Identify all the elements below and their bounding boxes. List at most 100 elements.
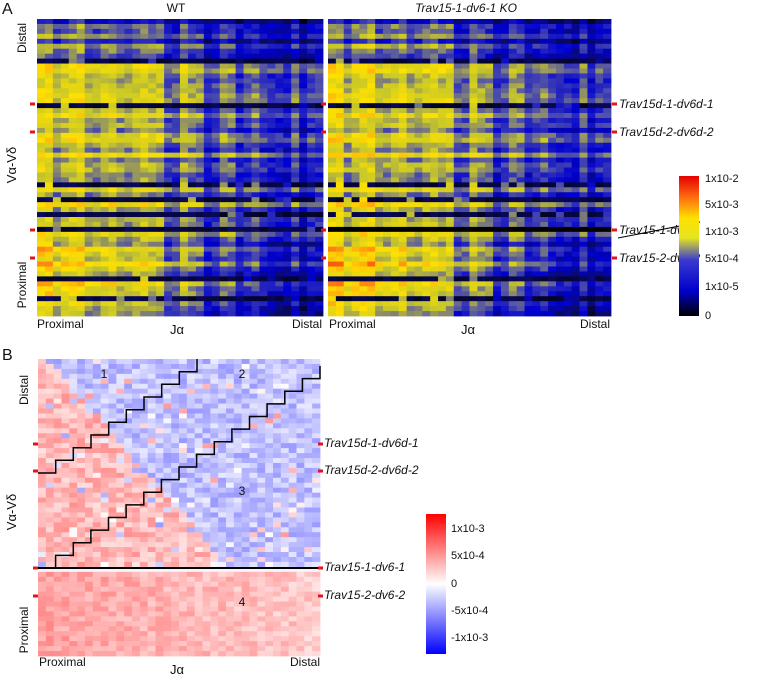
wt-cell	[124, 133, 132, 138]
wt-cell	[180, 78, 188, 83]
wt-cell	[252, 118, 260, 123]
diff-cell	[116, 409, 124, 414]
ko-cell	[540, 163, 548, 168]
ko-cell	[391, 158, 399, 163]
ko-cell	[352, 78, 360, 83]
diff-cell	[257, 374, 265, 379]
ko-cell	[328, 257, 336, 262]
ko-cell	[532, 83, 540, 88]
wt-cell	[275, 78, 283, 83]
wt-cell	[275, 29, 283, 34]
ko-cell	[477, 108, 485, 113]
wt-cell	[37, 19, 45, 24]
ko-cell	[485, 197, 493, 202]
wt-cell	[148, 291, 156, 296]
wt-cell	[228, 103, 236, 108]
wt-cell	[204, 88, 212, 93]
ko-cell	[525, 163, 533, 168]
wt-cell	[85, 301, 93, 306]
ko-cell	[470, 103, 478, 108]
ko-cell	[595, 73, 603, 78]
wt-cell	[172, 64, 180, 69]
wt-cell	[77, 262, 85, 267]
wt-cell	[132, 286, 140, 291]
ko-cell	[430, 128, 438, 133]
wt-cell	[188, 177, 196, 182]
wt-cell	[180, 271, 188, 276]
ko-cell	[462, 78, 470, 83]
ko-cell	[383, 78, 391, 83]
ko-cell	[493, 276, 501, 281]
ko-cell	[391, 153, 399, 158]
ko-cell	[572, 39, 580, 44]
wt-cell	[283, 143, 291, 148]
ko-cell	[391, 44, 399, 49]
wt-cell	[156, 113, 164, 118]
ko-cell	[454, 291, 462, 296]
wt-cell	[267, 113, 275, 118]
diff-cell	[250, 409, 258, 414]
wt-cell	[148, 148, 156, 153]
diff-cell	[265, 443, 273, 448]
diff-cell	[257, 369, 265, 374]
ko-cell	[572, 103, 580, 108]
diff-cell	[289, 418, 297, 423]
wt-cell	[307, 138, 315, 143]
ko-cell	[383, 202, 391, 207]
ko-cell	[556, 73, 564, 78]
wt-cell	[196, 153, 204, 158]
ko-cell	[399, 133, 407, 138]
wt-cell	[283, 93, 291, 98]
wt-cell	[93, 78, 101, 83]
wt-cell	[61, 108, 69, 113]
diff-cell	[257, 404, 265, 409]
ko-cell	[430, 172, 438, 177]
wt-cell	[259, 197, 267, 202]
ko-cell	[556, 311, 564, 316]
wt-cell	[140, 311, 148, 316]
wt-cell	[77, 148, 85, 153]
ko-cell	[564, 257, 572, 262]
wt-cell	[140, 177, 148, 182]
diff-cell	[93, 413, 101, 418]
ko-cell	[595, 286, 603, 291]
wt-cell	[291, 242, 299, 247]
ko-cell	[391, 296, 399, 301]
diff-cell	[109, 359, 117, 364]
diff-cell	[116, 443, 124, 448]
ko-cell	[422, 54, 430, 59]
ko-cell	[532, 123, 540, 128]
ko-cell	[470, 69, 478, 74]
ko-cell	[501, 301, 509, 306]
wt-cell	[244, 301, 252, 306]
wt-cell	[156, 148, 164, 153]
wt-cell	[267, 148, 275, 153]
ko-cell	[454, 212, 462, 217]
ko-cell	[595, 59, 603, 64]
ko-cell	[454, 34, 462, 39]
ko-cell	[470, 207, 478, 212]
wt-cell	[164, 78, 172, 83]
ko-cell	[572, 78, 580, 83]
ko-cell	[359, 207, 367, 212]
diff-cell	[179, 399, 187, 404]
ko-cell	[391, 192, 399, 197]
wt-cell	[275, 311, 283, 316]
ko-cell	[352, 163, 360, 168]
ko-cell	[525, 237, 533, 242]
ko-cell	[438, 252, 446, 257]
wt-cell	[132, 192, 140, 197]
ko-cell	[564, 44, 572, 49]
diff-cell	[187, 443, 195, 448]
wt-cell	[220, 98, 228, 103]
wt-cell	[53, 143, 61, 148]
ko-cell	[375, 168, 383, 173]
ko-cell	[595, 296, 603, 301]
ko-cell	[572, 262, 580, 267]
wt-cell	[204, 296, 212, 301]
ko-cell	[359, 153, 367, 158]
wt-cell	[212, 257, 220, 262]
ko-cell	[422, 98, 430, 103]
ko-cell	[446, 138, 454, 143]
wt-cell	[275, 242, 283, 247]
